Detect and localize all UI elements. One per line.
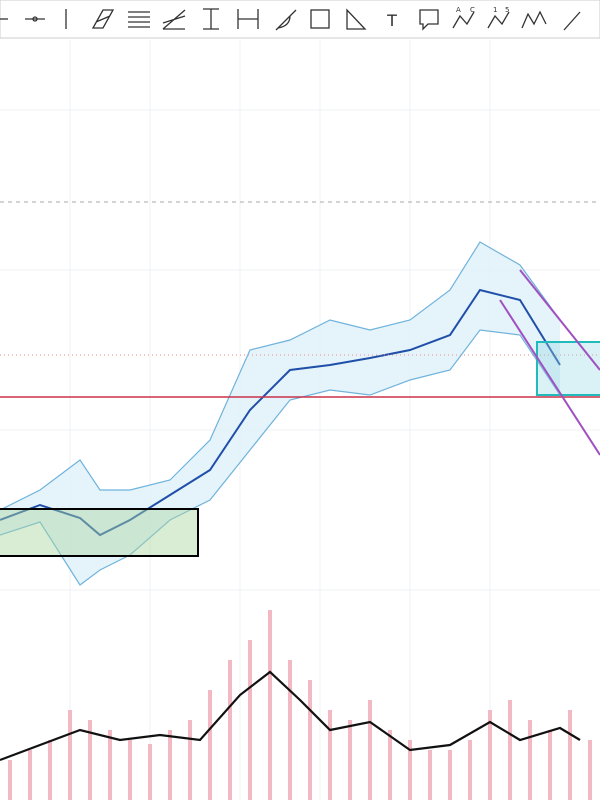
volume-bar bbox=[108, 730, 112, 800]
volume-bar bbox=[268, 610, 272, 800]
volume-bar bbox=[348, 720, 352, 800]
volume-bar bbox=[168, 730, 172, 800]
tool-abcd-a[interactable]: A bbox=[456, 6, 461, 14]
band-fill bbox=[0, 242, 560, 585]
volume-bar bbox=[148, 744, 152, 800]
volume-bar bbox=[28, 750, 32, 800]
tool-abcd-c[interactable]: C bbox=[470, 6, 475, 14]
volume-bar bbox=[368, 700, 372, 800]
volume-bar bbox=[208, 690, 212, 800]
grid bbox=[0, 40, 600, 800]
volume-bar bbox=[228, 660, 232, 800]
volume-bar bbox=[388, 730, 392, 800]
volume-bar bbox=[408, 740, 412, 800]
volume-bar bbox=[508, 700, 512, 800]
volume-bar bbox=[468, 740, 472, 800]
volume-bar bbox=[548, 730, 552, 800]
volume-bar bbox=[288, 660, 292, 800]
volume-bar bbox=[248, 640, 252, 800]
line-middle bbox=[0, 288, 561, 537]
volume-bar bbox=[308, 680, 312, 800]
volume-bar bbox=[88, 720, 92, 800]
volume-bar bbox=[68, 710, 72, 800]
volume-bar bbox=[528, 720, 532, 800]
tool-elliott-5[interactable]: 5 bbox=[505, 6, 509, 14]
tool-text[interactable]: T bbox=[386, 11, 397, 30]
toolbar: T A C 1 5 bbox=[0, 0, 600, 39]
volume-ma bbox=[0, 670, 581, 762]
volume-bar bbox=[188, 720, 192, 800]
volume-bar bbox=[588, 740, 592, 800]
volume-bar bbox=[428, 750, 432, 800]
tool-elliott-1[interactable]: 1 bbox=[493, 6, 497, 14]
volume-bar bbox=[568, 710, 572, 800]
drawings bbox=[0, 201, 600, 557]
line-upper bbox=[0, 241, 561, 511]
volume-bar bbox=[128, 740, 132, 800]
volume-bar bbox=[488, 710, 492, 800]
volume-bar bbox=[48, 740, 52, 800]
volume-bar bbox=[328, 710, 332, 800]
volume-bar bbox=[448, 750, 452, 800]
volume-bar bbox=[8, 760, 12, 800]
line-lower bbox=[0, 329, 561, 586]
